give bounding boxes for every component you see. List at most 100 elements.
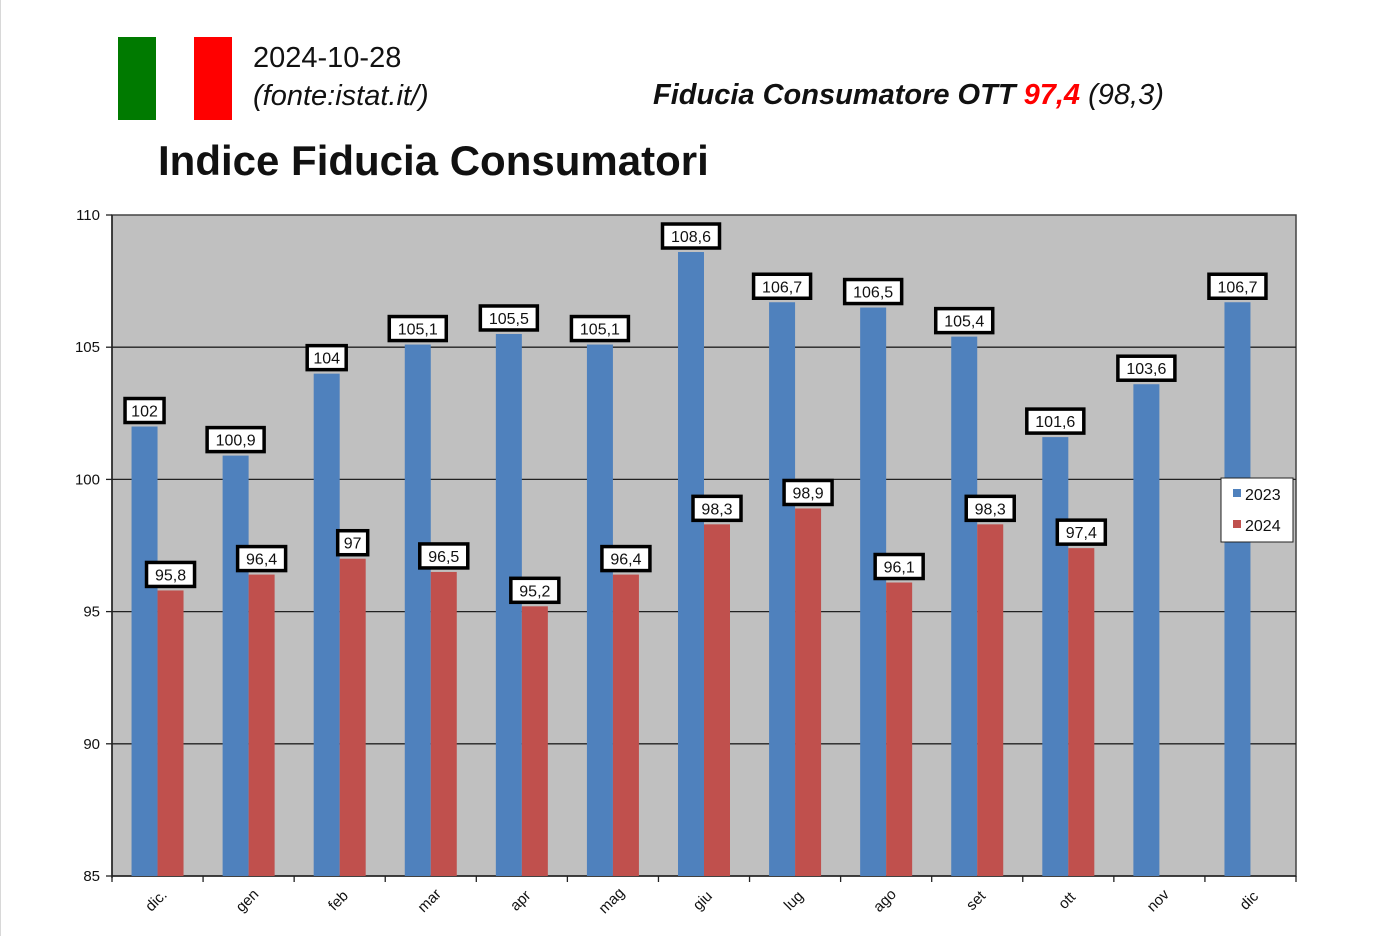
bar-2024 (339, 558, 366, 876)
headline-previous: (98,3) (1088, 79, 1164, 111)
data-label-box (123, 396, 166, 425)
source-link[interactable]: istat.it/ (335, 80, 420, 112)
data-label-box (1055, 518, 1108, 546)
bar-2023 (222, 455, 249, 876)
bar-2023 (1042, 437, 1069, 876)
report-date: 2024-10-28 (253, 42, 402, 74)
data-label: 96,4 (246, 552, 277, 569)
bar-2023 (495, 333, 522, 877)
data-label-box (782, 478, 834, 507)
data-label-box (144, 560, 197, 589)
data-label: 105,5 (489, 311, 529, 328)
bar-2023 (1224, 302, 1251, 876)
headline-value: 97,4 (1023, 79, 1081, 111)
bar-2023 (678, 252, 704, 877)
data-label-box (933, 306, 995, 335)
data-label-box (842, 277, 904, 306)
data-label: 98,9 (793, 485, 824, 502)
y-tick-label: 85 (83, 868, 100, 885)
data-label-box (387, 314, 449, 343)
data-label-box (509, 576, 561, 605)
bar-2023 (1133, 384, 1160, 876)
bar-2023 (860, 307, 887, 876)
data-label: 95,8 (155, 567, 186, 584)
x-tick-label: gen (233, 886, 263, 916)
bar-2023 (404, 344, 431, 876)
page-border (0, 0, 1, 936)
data-label-box (1116, 354, 1177, 382)
data-label-box (418, 542, 470, 570)
bar-2024 (248, 574, 275, 876)
bar-2023 (769, 302, 796, 876)
x-tick-label: mag (595, 884, 628, 917)
data-label: 95,2 (519, 583, 550, 600)
data-label-box (1207, 272, 1268, 301)
y-tick-label: 105 (75, 339, 100, 356)
data-label-box (478, 304, 540, 332)
flag-stripe-white (156, 37, 194, 120)
bar-2023 (586, 344, 613, 876)
bar-2024 (430, 571, 457, 876)
flag-stripe-red (194, 37, 232, 120)
data-label-box (964, 494, 1016, 523)
bar-2023 (131, 426, 158, 876)
data-label: 106,7 (1217, 279, 1257, 296)
bar-2024 (795, 508, 822, 876)
legend-label-2023: 2023 (1245, 487, 1281, 504)
data-label-box (660, 222, 722, 250)
italy-flag-icon (118, 37, 232, 120)
data-label-box (235, 544, 288, 573)
data-label: 96,4 (610, 552, 641, 569)
x-tick-label: mar (414, 886, 444, 916)
data-label-box (335, 528, 370, 557)
data-label: 105,4 (944, 314, 984, 331)
bar-2023 (951, 336, 978, 876)
data-label: 96,1 (884, 560, 915, 577)
data-label-box (569, 314, 631, 343)
x-tick-label: giu (690, 888, 716, 914)
x-tick-label: set (963, 887, 990, 914)
data-label: 102 (131, 404, 158, 421)
bar-2024 (977, 524, 1004, 876)
legend (1220, 477, 1294, 543)
data-label-box (751, 272, 813, 301)
data-label: 98,3 (975, 501, 1006, 518)
data-label-box (873, 552, 925, 581)
source-suffix: ) (419, 80, 429, 112)
x-tick-label: dic. (142, 887, 171, 916)
headline: Fiducia Consumatore OTT 97,4 (98,3) (653, 79, 1164, 112)
y-tick-label: 90 (83, 736, 100, 753)
data-label: 103,6 (1126, 361, 1166, 378)
x-tick-label: lug (781, 888, 807, 914)
chart-title: Indice Fiducia Consumatori (158, 137, 709, 184)
data-label: 105,1 (580, 322, 620, 339)
data-label-box (1025, 407, 1086, 435)
headline-label: Fiducia Consumatore OTT (653, 79, 1016, 111)
data-label-box (600, 544, 652, 573)
data-label-box (691, 494, 743, 523)
bar-2024 (157, 590, 184, 876)
legend-swatch-2023 (1233, 489, 1241, 497)
bar-2024 (886, 582, 913, 876)
source-prefix: (fonte: (253, 80, 336, 112)
data-label: 108,6 (671, 229, 711, 246)
legend-label-2024: 2024 (1245, 518, 1281, 535)
data-label: 98,3 (701, 501, 732, 518)
x-tick-label: ott (1055, 888, 1079, 912)
data-label: 106,7 (762, 279, 802, 296)
x-tick-label: ago (870, 886, 900, 916)
x-tick-label: apr (507, 887, 534, 914)
legend-swatch-2024 (1233, 520, 1241, 528)
data-label-box (205, 425, 266, 454)
bar-2024 (704, 524, 730, 876)
data-label: 104 (313, 351, 340, 368)
x-tick-label: feb (325, 887, 352, 914)
data-label: 101,6 (1035, 414, 1075, 431)
data-label: 100,9 (216, 433, 256, 450)
data-label-box (305, 343, 348, 372)
flag-stripe-green (118, 37, 156, 120)
bar-2024 (612, 574, 639, 876)
x-tick-label: nov (1144, 886, 1173, 915)
data-label: 96,5 (428, 549, 459, 566)
